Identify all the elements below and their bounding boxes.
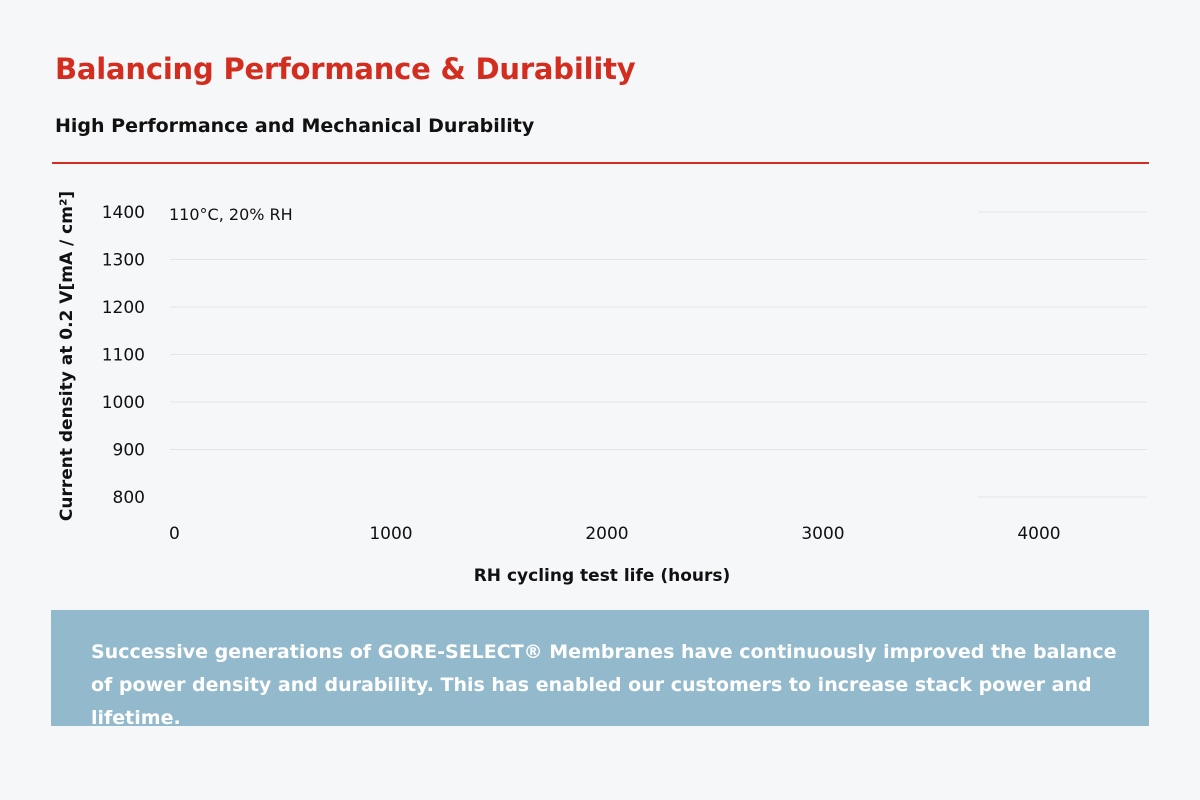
- y-tick-label: 900: [113, 441, 145, 461]
- x-tick-label: 2000: [585, 524, 628, 544]
- page-subtitle: High Performance and Mechanical Durabili…: [55, 115, 535, 137]
- current-density-chart: 800 900 1000 1100 1200 1300 1400 0 1000 2000 3000…: [57, 191, 1147, 586]
- y-tick-label: 1300: [102, 251, 145, 271]
- y-tick-label: 1400: [102, 203, 145, 223]
- x-tick-label: 4000: [1017, 524, 1060, 544]
- x-axis-ticks: 0 1000 2000 3000 4000: [169, 524, 1061, 544]
- x-tick-label: 0: [169, 524, 180, 544]
- x-axis-label: RH cycling test life (hours): [474, 566, 731, 586]
- y-tick-label: 800: [113, 488, 145, 508]
- y-tick-label: 1000: [102, 393, 145, 413]
- title-divider: [52, 162, 1149, 164]
- y-tick-label: 1100: [102, 346, 145, 366]
- summary-text: Successive generations of GORE-SELECT® M…: [91, 641, 1117, 729]
- y-axis-ticks: 800 900 1000 1100 1200 1300 1400: [102, 203, 145, 508]
- summary-callout: Successive generations of GORE-SELECT® M…: [51, 610, 1149, 729]
- page-title: Balancing Performance & Durability: [55, 52, 636, 86]
- x-tick-label: 1000: [369, 524, 412, 544]
- grid-lines: [170, 211, 1147, 498]
- chart-condition-label: 110°C, 20% RH: [169, 205, 293, 224]
- y-tick-label: 1200: [102, 298, 145, 318]
- x-tick-label: 3000: [801, 524, 844, 544]
- y-axis-label: Current density at 0.2 V[mA / cm²]: [57, 191, 77, 521]
